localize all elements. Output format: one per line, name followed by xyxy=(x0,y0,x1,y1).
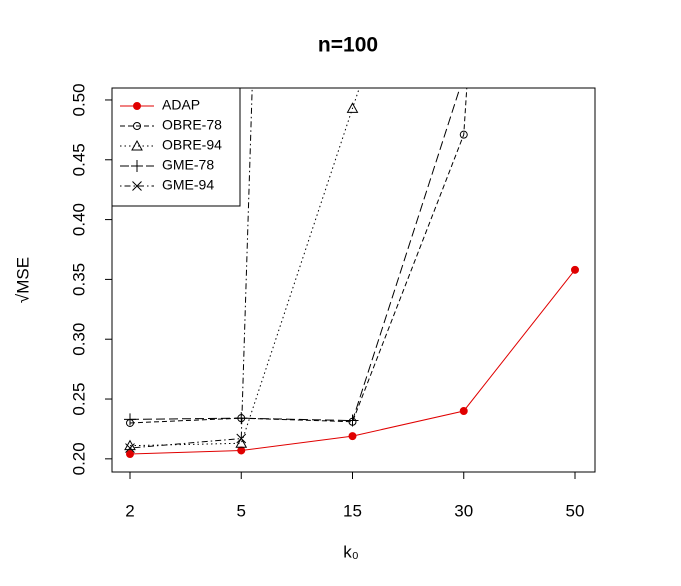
marker xyxy=(124,413,136,426)
chart-title: n=100 xyxy=(318,34,378,57)
y-tick-label: 0.35 xyxy=(69,263,88,296)
marker xyxy=(126,450,134,459)
legend-label: OBRE-94 xyxy=(162,137,222,153)
marker-shape xyxy=(236,433,247,444)
y-tick-label: 0.45 xyxy=(69,143,88,176)
marker xyxy=(125,443,135,453)
y-tick-label: 0.50 xyxy=(69,83,88,116)
x-tick-label: 50 xyxy=(566,501,585,520)
series-line xyxy=(129,88,468,424)
marker xyxy=(235,437,248,448)
marker-shape xyxy=(132,181,142,191)
legend-label: ADAP xyxy=(162,97,200,113)
marker-shape xyxy=(235,412,248,425)
legend-label: GME-94 xyxy=(162,177,214,193)
series-line xyxy=(129,88,461,422)
marker xyxy=(236,433,247,444)
marker xyxy=(346,414,359,427)
plot-area xyxy=(124,88,579,459)
y-tick-label: 0.25 xyxy=(69,382,88,415)
legend: ADAP OBRE-78 OBRE-94 GME-78 GME-94 xyxy=(111,87,241,207)
series-line xyxy=(129,88,253,449)
x-tick-label: 30 xyxy=(454,501,473,520)
marker xyxy=(346,102,359,113)
marker xyxy=(133,102,141,110)
y-tick-label: 0.30 xyxy=(69,323,88,356)
marker-shape xyxy=(571,265,579,274)
marker xyxy=(459,130,468,139)
marker-shape xyxy=(348,432,357,441)
y-axis-label: √MSE xyxy=(13,257,32,303)
marker-shape xyxy=(459,406,468,415)
marker xyxy=(348,432,357,441)
marker xyxy=(235,412,248,425)
marker xyxy=(132,181,142,191)
marker-shape xyxy=(125,443,135,453)
marker-shape xyxy=(131,139,143,151)
marker xyxy=(131,160,143,172)
y-tick-label: 0.40 xyxy=(69,203,88,236)
x-tick-label: 2 xyxy=(125,501,134,520)
marker-shape xyxy=(133,122,141,130)
legend-label: GME-78 xyxy=(162,157,214,173)
marker xyxy=(133,122,141,130)
x-tick-label: 5 xyxy=(237,501,246,520)
marker xyxy=(571,265,579,274)
marker xyxy=(131,139,143,151)
marker-shape xyxy=(237,446,246,455)
legend-label: OBRE-78 xyxy=(162,117,222,133)
marker-shape xyxy=(131,160,143,172)
marker-shape xyxy=(459,130,468,139)
marker-shape xyxy=(126,450,134,459)
marker-shape xyxy=(124,413,136,426)
marker-shape xyxy=(346,102,359,113)
x-axis-label: k₀ xyxy=(343,542,359,561)
marker-shape xyxy=(133,102,141,110)
x-tick-label: 15 xyxy=(343,501,362,520)
marker-shape xyxy=(235,437,248,448)
marker xyxy=(459,406,468,415)
y-tick-label: 0.20 xyxy=(69,442,88,475)
marker-shape xyxy=(346,414,359,427)
marker xyxy=(237,446,246,455)
